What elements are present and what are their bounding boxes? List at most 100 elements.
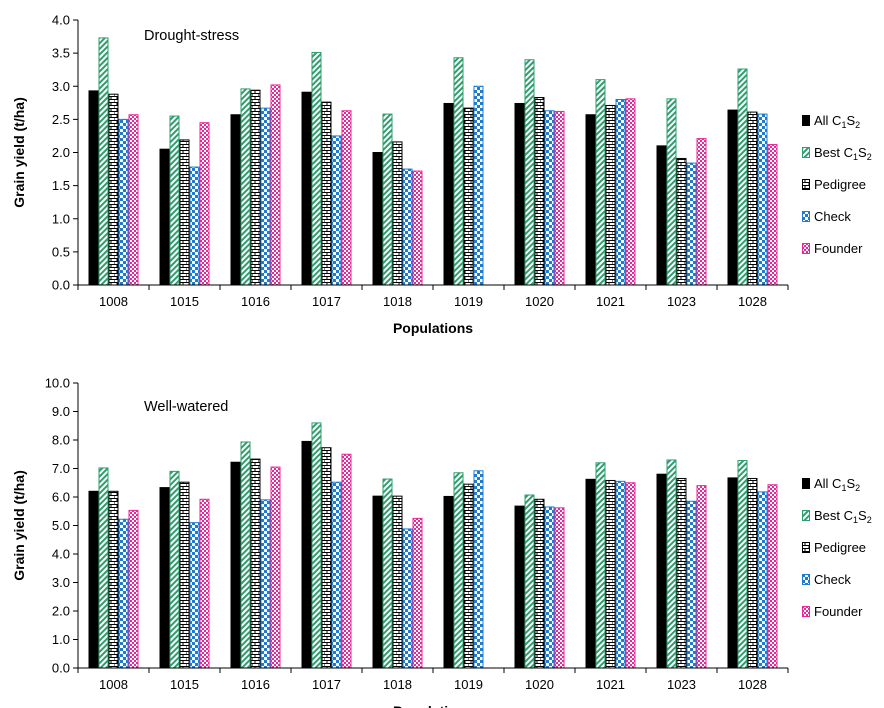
bar-pedigree-1020 <box>534 97 545 286</box>
legend-swatch-rect <box>802 478 810 489</box>
x-tick-label: 1016 <box>241 294 270 309</box>
bar-best-c1s2-1016 <box>240 88 251 286</box>
y-tick-label: 4.0 <box>52 13 70 28</box>
bar-check-1028 <box>757 491 768 669</box>
y-axis-title: Grain yield (t/ha) <box>11 97 27 207</box>
legend-swatch-best-c1s2 <box>802 510 810 521</box>
legend-swatch-graphic <box>802 606 810 617</box>
y-tick-label: 5.0 <box>52 518 70 533</box>
y-tick-label: 0.0 <box>52 661 70 676</box>
x-tick-label: 1016 <box>241 677 270 692</box>
legend-label-text: All C <box>814 113 842 128</box>
bar-all-c1s2-1020 <box>514 102 525 286</box>
y-tick-label: 2.5 <box>52 112 70 127</box>
chart-title: Drought-stress <box>144 28 239 44</box>
legend-label-best-c1s2: Best C1S2 <box>814 145 872 162</box>
legend-label-text: All C <box>814 476 842 491</box>
bar-best-c1s2-1028 <box>737 68 748 286</box>
bar-pedigree-1015 <box>179 481 190 669</box>
legend-swatch-pedigree <box>802 542 810 553</box>
bar-founder-1018 <box>412 170 423 286</box>
legend-subscript: 1 <box>853 152 859 162</box>
x-axis-title: Populations <box>393 703 473 708</box>
legend-swatch-graphic <box>802 115 810 126</box>
bar-best-c1s2-1008 <box>98 37 109 286</box>
bar-pedigree-1028 <box>747 477 758 669</box>
legend-swatch-rect <box>802 115 810 126</box>
y-tick-label: 0.5 <box>52 244 70 259</box>
legend-label-text: S <box>846 113 856 128</box>
bar-check-1016 <box>260 107 271 286</box>
y-tick-label: 0.0 <box>52 278 70 293</box>
legend-swatch-check <box>802 211 810 222</box>
bar-check-1015 <box>189 522 200 669</box>
x-tick-label: 1017 <box>312 677 341 692</box>
legend-label-text: Check <box>814 572 851 587</box>
legend-swatch-graphic <box>802 510 810 521</box>
y-axis-title: Grain yield (t/ha) <box>11 470 27 580</box>
bar-founder-1028 <box>767 144 778 286</box>
bar-pedigree-1021 <box>605 104 616 286</box>
bar-all-c1s2-1019 <box>443 495 454 669</box>
bar-founder-1023 <box>696 485 707 669</box>
x-tick-label: 1023 <box>667 677 696 692</box>
bar-founder-1028 <box>767 484 778 669</box>
y-tick-label: 8.0 <box>52 433 70 448</box>
bar-best-c1s2-1016 <box>240 441 251 669</box>
bar-best-c1s2-1019 <box>453 57 464 286</box>
legend-label-text: Pedigree <box>814 177 867 192</box>
x-tick-label: 1017 <box>312 294 341 309</box>
bar-best-c1s2-1017 <box>311 422 322 669</box>
bar-check-1023 <box>686 162 697 286</box>
bar-check-1021 <box>615 99 626 286</box>
bar-pedigree-1008 <box>108 490 119 669</box>
legend-swatch-graphic <box>802 542 810 553</box>
y-tick-label: 3.0 <box>52 79 70 94</box>
bar-check-1018 <box>402 168 413 286</box>
x-tick-label: 1008 <box>99 677 128 692</box>
legend-subscript: 2 <box>855 120 861 130</box>
bar-pedigree-1018 <box>392 495 403 669</box>
legend-label-pedigree: Pedigree <box>814 177 866 192</box>
bar-founder-1015 <box>199 122 210 286</box>
x-tick-label: 1019 <box>454 294 483 309</box>
bar-pedigree-1023 <box>676 477 687 669</box>
y-tick-label: 3.5 <box>52 46 70 61</box>
legend-swatch-rect <box>802 606 810 617</box>
bar-best-c1s2-1020 <box>524 494 535 669</box>
x-tick-label: 1018 <box>383 294 412 309</box>
bar-all-c1s2-1019 <box>443 102 454 286</box>
x-tick-label: 1028 <box>738 294 767 309</box>
bar-all-c1s2-1015 <box>159 487 170 669</box>
legend-label-text: Founder <box>814 241 863 256</box>
bar-pedigree-1019 <box>463 483 474 669</box>
bar-best-c1s2-1028 <box>737 460 748 669</box>
bar-best-c1s2-1008 <box>98 467 109 669</box>
legend-swatch-graphic <box>802 243 810 254</box>
x-tick-label: 1023 <box>667 294 696 309</box>
y-tick-label: 1.0 <box>52 632 70 647</box>
bar-pedigree-1020 <box>534 498 545 669</box>
legend-swatch-graphic <box>802 147 810 158</box>
legend-label-text: S <box>858 508 867 523</box>
legend-label-check: Check <box>814 572 851 587</box>
bar-pedigree-1017 <box>321 447 332 669</box>
y-tick-label: 9.0 <box>52 404 70 419</box>
legend-swatch-all-c1s2 <box>802 478 810 489</box>
bar-all-c1s2-1028 <box>727 477 738 669</box>
well-watered-chart: 0.0 1.0 2.0 3.0 4.0 5.0 6.0 7.0 8.0 9.0 10.0 1008 10… <box>11 376 789 708</box>
drought-stress-chart: 0.0 0.5 1.0 1.5 2.0 2.5 3.0 3.5 4.0 1008 1015 1016 1… <box>11 13 789 336</box>
bar-founder-1017 <box>341 453 352 669</box>
y-tick-label: 1.5 <box>52 178 70 193</box>
legend-subscript: 2 <box>866 515 872 525</box>
bar-best-c1s2-1021 <box>595 79 606 286</box>
x-tick-label: 1028 <box>738 677 767 692</box>
legend-label-text: Pedigree <box>814 540 867 555</box>
bar-pedigree-1018 <box>392 141 403 286</box>
bar-best-c1s2-1015 <box>169 115 180 286</box>
bar-check-1019 <box>473 470 484 669</box>
x-tick-label: 1015 <box>170 294 199 309</box>
legend-swatch-founder <box>802 243 810 254</box>
legend-swatch-rect <box>802 179 810 190</box>
bar-founder-1008 <box>128 114 139 286</box>
